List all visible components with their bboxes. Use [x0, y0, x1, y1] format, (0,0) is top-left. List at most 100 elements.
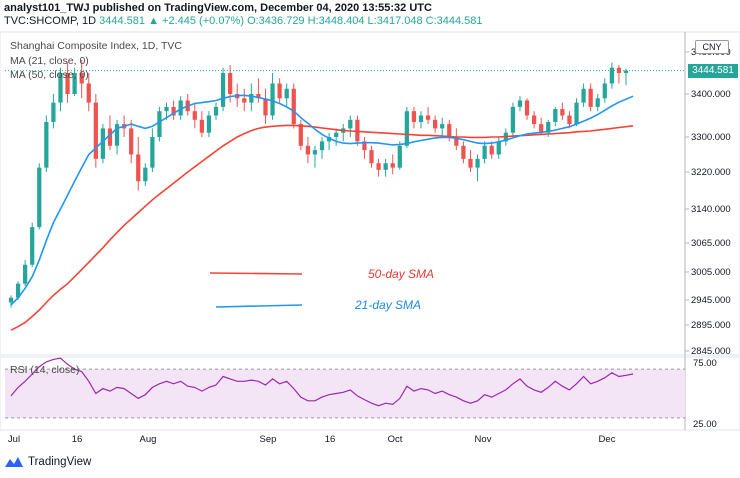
price-axis-label: 2895.000 — [691, 320, 731, 331]
candle-body — [496, 141, 501, 155]
candle-body — [58, 73, 63, 103]
candle-body — [8, 297, 14, 303]
candle-body — [623, 70, 629, 73]
time-axis-label: Sep — [260, 434, 277, 445]
candle-body — [489, 145, 494, 155]
sma21-legend-line — [215, 304, 303, 308]
ma21-line — [10, 94, 634, 306]
candle-body — [524, 100, 530, 116]
publish-text: analyst101_TWJ published on TradingView.… — [4, 2, 432, 14]
candle-body — [454, 137, 459, 146]
price-axis-label: 2945.000 — [691, 295, 731, 306]
rsi-axis-label: 75.00 — [693, 358, 717, 369]
candle-body — [220, 73, 226, 107]
publish-info: analyst101_TWJ published on TradingView.… — [4, 2, 432, 14]
candle-body — [461, 145, 466, 159]
candle-body — [482, 145, 487, 159]
candle-body — [553, 109, 558, 122]
time-axis-label: Nov — [475, 434, 492, 445]
candle-body — [86, 83, 91, 103]
candle-body — [256, 94, 261, 99]
candle-body — [100, 128, 106, 159]
candle-body — [475, 158, 480, 168]
candle-body — [595, 98, 600, 107]
candle-body — [609, 67, 614, 84]
candle-body — [369, 150, 374, 164]
candle-body — [305, 145, 311, 155]
candle-body — [242, 98, 247, 103]
ma21-legend: MA (21, close, 0) — [10, 55, 89, 67]
candle-body — [228, 73, 233, 94]
time-axis-label: Dec — [599, 434, 616, 445]
candle-body — [15, 283, 21, 298]
candle-body — [249, 94, 254, 103]
candle-body — [23, 264, 28, 284]
candle-body — [44, 121, 49, 168]
candle-body — [65, 73, 70, 94]
sma21-annotation: 21-day SMA — [355, 298, 422, 312]
candle-body — [440, 124, 445, 129]
candle-body — [334, 132, 339, 137]
symbol-info: TVC:SHCOMP, 1D 3444.581 ▲ +2.445 (+0.07%… — [4, 15, 483, 27]
price-axis-label: 3140.000 — [691, 204, 731, 215]
candle-body — [136, 154, 141, 182]
candle-body — [114, 124, 120, 146]
candle-body — [348, 119, 353, 129]
ohlc-values: O:3436.729 H:3448.404 L:3417.048 C:3444.… — [247, 15, 483, 27]
candle-body — [277, 83, 282, 99]
rsi-legend: RSI (14, close) — [10, 364, 80, 376]
candle-body — [447, 124, 452, 137]
candle-body — [418, 115, 424, 122]
candle-body — [178, 100, 183, 116]
ma50-line — [10, 124, 634, 331]
price-pane — [0, 31, 740, 356]
candle-body — [510, 106, 516, 133]
chart-title: Shanghai Composite Index, 1D, TVC — [10, 40, 182, 52]
candle-body — [425, 115, 431, 120]
candle-body — [468, 158, 473, 168]
candle-body — [37, 167, 42, 228]
price-change: ▲ +2.445 (+0.07%) — [148, 15, 244, 27]
tradingview-logo-icon — [5, 457, 23, 467]
brand-name: TradingView — [28, 456, 92, 468]
candle-body — [326, 137, 332, 142]
price-axis-label: 2845.000 — [691, 346, 731, 357]
candle-body — [411, 111, 417, 122]
candle-body — [129, 128, 134, 155]
rsi-line — [10, 357, 634, 407]
candle-body — [79, 73, 84, 84]
candle-body — [206, 115, 212, 133]
candle-body — [199, 119, 204, 133]
candle-body — [517, 100, 523, 107]
tradingview-brand[interactable]: TradingView — [4, 456, 91, 468]
currency-button[interactable]: CNY — [695, 40, 729, 54]
candle-body — [404, 111, 409, 146]
time-axis-label: 16 — [325, 434, 336, 445]
sma50-annotation: 50-day SMA — [368, 267, 435, 281]
candle-body — [312, 150, 318, 155]
candle-body — [433, 119, 438, 129]
candle-body — [602, 83, 607, 99]
candle-body — [93, 102, 98, 159]
price-axis-label: 3005.000 — [691, 267, 731, 278]
time-axis-label: 16 — [72, 434, 83, 445]
candle-body — [72, 73, 77, 94]
candle-body — [298, 124, 303, 146]
time-axis-label: Aug — [140, 434, 157, 445]
candle-body — [383, 163, 388, 170]
candle-body — [531, 115, 537, 125]
price-axis-label: 3220.000 — [691, 167, 731, 178]
candle-body — [263, 98, 268, 116]
last-price: 3444.581 — [99, 15, 146, 27]
candle-body — [397, 145, 402, 168]
rsi-axis-label: 25.00 — [693, 419, 717, 430]
candle-body — [560, 109, 565, 116]
candle-body — [213, 106, 219, 116]
time-axis-label: Oct — [388, 434, 403, 445]
candle-body — [574, 102, 579, 125]
candle-body — [284, 88, 289, 99]
price-axis-label: 3400.000 — [691, 89, 731, 100]
candle-body — [390, 163, 395, 168]
candle-body — [150, 137, 155, 168]
